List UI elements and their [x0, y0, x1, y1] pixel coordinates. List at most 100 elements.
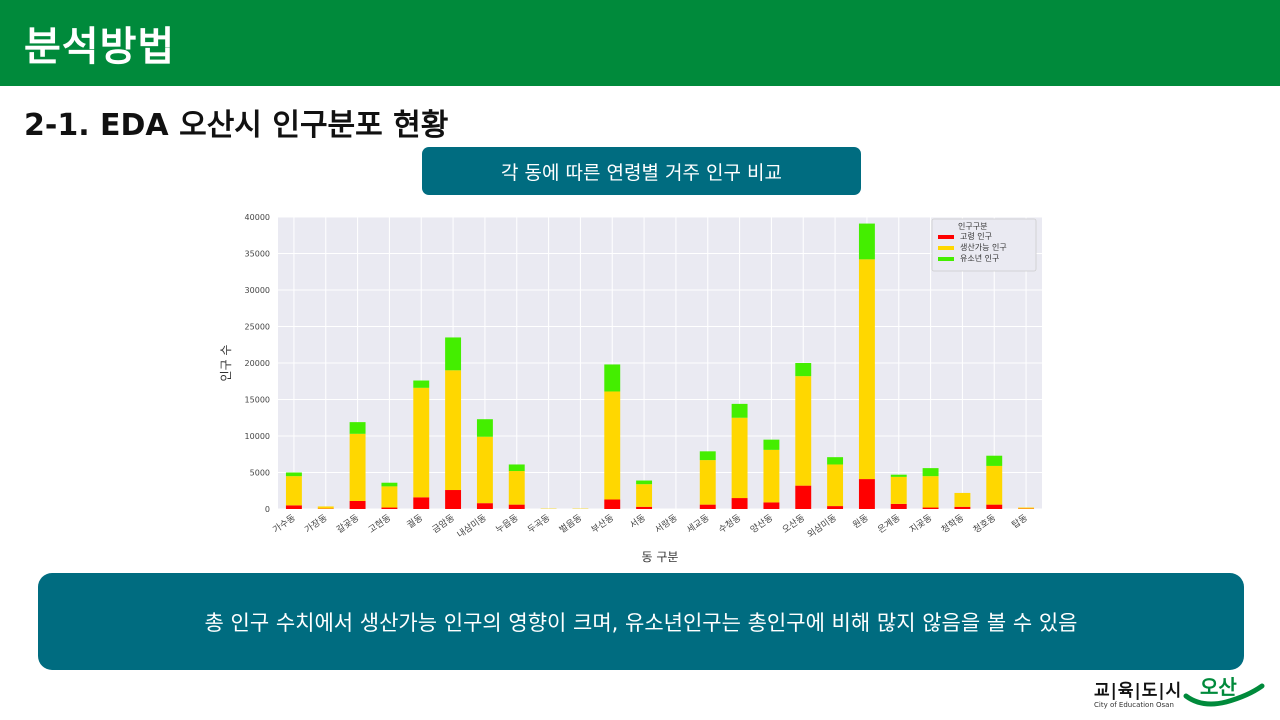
x-tick-label: 벌음동 — [557, 512, 584, 535]
x-tick-label: 서랑동 — [652, 512, 679, 536]
bar-segment — [476, 503, 493, 509]
osan-mark-icon: 오산 — [1183, 675, 1265, 707]
x-tick-label: 청호동 — [971, 512, 998, 535]
summary-text: 총 인구 수치에서 생산가능 인구의 영향이 크며, 유소년인구는 총인구에 비… — [204, 610, 1078, 635]
bar-segment — [604, 391, 621, 500]
bar-segment — [858, 259, 875, 480]
bar-segment — [731, 498, 748, 509]
x-tick-label: 양산동 — [748, 512, 775, 535]
x-tick-label: 누읍동 — [494, 512, 521, 535]
chart-caption: 각 동에 따른 연령별 거주 인구 비교 — [422, 147, 861, 195]
legend-box — [931, 218, 1037, 272]
legend-title: 인구구분 — [958, 221, 987, 231]
legend-label: 유소년 인구 — [960, 253, 999, 263]
x-tick-label: 오산동 — [780, 512, 807, 535]
bar-segment — [285, 505, 302, 509]
x-tick-label: 원동 — [851, 512, 871, 531]
osan-logo: 교|육|도|시 City of Education Osan 오산 — [1090, 672, 1270, 718]
x-tick-label: 고현동 — [366, 512, 393, 535]
section-title: 2-1. EDA 오산시 인구분포 현황 — [24, 108, 449, 143]
bar-segment — [636, 506, 653, 509]
bar-segment — [795, 376, 812, 486]
x-tick-label: 가수동 — [271, 512, 298, 535]
bar-segment — [986, 455, 1003, 466]
y-tick-label: 0 — [265, 505, 270, 514]
bar-segment — [858, 223, 875, 260]
x-tick-label: 지곶동 — [908, 512, 935, 535]
y-axis-label: 인구 수 — [219, 345, 233, 382]
y-tick-label: 30000 — [245, 286, 270, 295]
y-tick-label: 10000 — [245, 432, 270, 441]
bar-segment — [699, 504, 716, 509]
bar-segment — [795, 485, 812, 509]
bar-segment — [381, 507, 398, 509]
bar-segment — [1018, 507, 1035, 509]
x-tick-label: 외삼미동 — [805, 512, 839, 541]
bar-segment — [731, 417, 748, 499]
legend-label: 생산가능 인구 — [960, 242, 1007, 252]
y-tick-label: 35000 — [245, 250, 270, 259]
x-tick-label: 서동 — [628, 512, 648, 531]
x-tick-label: 탑동 — [1009, 512, 1029, 531]
legend-swatch — [938, 246, 954, 250]
y-tick-label: 15000 — [245, 396, 270, 405]
bar-segment — [285, 476, 302, 506]
bar-segment — [381, 482, 398, 487]
bar-segment — [445, 490, 462, 509]
x-tick-label: 청학동 — [939, 512, 966, 535]
bar-segment — [890, 476, 907, 504]
bar-segment — [986, 504, 1003, 509]
bar-segment — [349, 500, 366, 509]
bar-segment — [954, 492, 971, 507]
bar-segment — [445, 337, 462, 371]
logo-subtitle: City of Education Osan — [1094, 701, 1174, 709]
summary-panel: 총 인구 수치에서 생산가능 인구의 영향이 크며, 유소년인구는 총인구에 비… — [38, 573, 1244, 670]
bar-segment — [636, 480, 653, 485]
header-bar: 분석방법 — [0, 0, 1280, 86]
bar-segment — [763, 502, 780, 509]
x-tick-label: 금암동 — [430, 512, 457, 536]
bar-segment — [827, 506, 844, 509]
logo-mark-text: 오산 — [1200, 675, 1237, 699]
legend-swatch — [938, 235, 954, 239]
bar-segment — [827, 464, 844, 507]
bar-segment — [413, 380, 430, 388]
bar-segment — [731, 403, 748, 418]
y-tick-label: 5000 — [250, 469, 270, 478]
bar-segment — [413, 387, 430, 498]
bar-segment — [858, 479, 875, 509]
chart: 0 5000 10000 15000 20000 25000 30000 35000 40000… — [200, 205, 1070, 570]
bar-segment — [349, 433, 366, 501]
bar-segment — [954, 506, 971, 509]
bar-segment — [381, 486, 398, 508]
bar-segment — [476, 419, 493, 437]
bar-segment — [986, 465, 1003, 505]
bar-segment — [508, 471, 525, 505]
x-tick-label: 가장동 — [303, 512, 330, 535]
bar-segment — [890, 503, 907, 509]
x-tick-label: 갈곶동 — [335, 512, 362, 535]
bar-segment — [508, 504, 525, 509]
y-tick-label: 20000 — [245, 359, 270, 368]
bar-segment — [763, 449, 780, 503]
page-title: 분석방법 — [24, 24, 176, 70]
bar-segment — [922, 468, 939, 477]
bar-segment — [476, 436, 493, 504]
bar-segment — [508, 464, 525, 472]
bar-segment — [795, 363, 812, 377]
bar-segment — [413, 497, 430, 509]
bar-segment — [604, 364, 621, 392]
bar-segment — [636, 484, 653, 507]
bar-segment — [699, 460, 716, 505]
logo-name: 교|육|도|시 — [1094, 681, 1183, 701]
bar-segment — [445, 370, 462, 491]
legend-swatch — [938, 257, 954, 261]
x-tick-label: 부산동 — [589, 512, 616, 535]
legend-label: 고령 인구 — [960, 231, 992, 241]
y-tick-label: 40000 — [245, 213, 270, 222]
bar-segment — [922, 476, 939, 508]
bar-segment — [699, 451, 716, 461]
bar-segment — [763, 439, 780, 450]
x-tick-label: 세교동 — [685, 512, 712, 535]
bar-segment — [317, 506, 334, 509]
